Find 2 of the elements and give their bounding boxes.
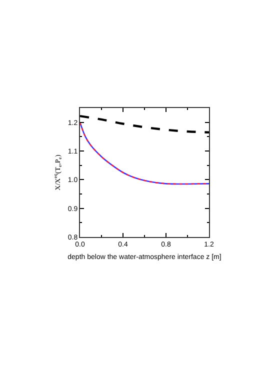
line-series	[80, 122, 209, 185]
line-series	[80, 114, 209, 134]
